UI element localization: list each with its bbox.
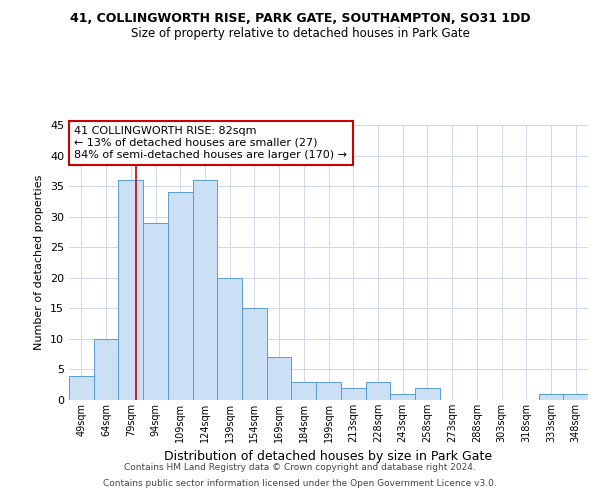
Bar: [316, 382, 341, 400]
Bar: [390, 394, 415, 400]
Y-axis label: Number of detached properties: Number of detached properties: [34, 175, 44, 350]
Bar: [69, 376, 94, 400]
Bar: [242, 308, 267, 400]
Text: Contains HM Land Registry data © Crown copyright and database right 2024.: Contains HM Land Registry data © Crown c…: [124, 464, 476, 472]
Text: 41 COLLINGWORTH RISE: 82sqm
← 13% of detached houses are smaller (27)
84% of sem: 41 COLLINGWORTH RISE: 82sqm ← 13% of det…: [74, 126, 347, 160]
Bar: [563, 394, 588, 400]
Bar: [539, 394, 563, 400]
X-axis label: Distribution of detached houses by size in Park Gate: Distribution of detached houses by size …: [164, 450, 493, 464]
Text: Size of property relative to detached houses in Park Gate: Size of property relative to detached ho…: [131, 28, 469, 40]
Bar: [267, 357, 292, 400]
Bar: [292, 382, 316, 400]
Text: 41, COLLINGWORTH RISE, PARK GATE, SOUTHAMPTON, SO31 1DD: 41, COLLINGWORTH RISE, PARK GATE, SOUTHA…: [70, 12, 530, 26]
Bar: [217, 278, 242, 400]
Bar: [365, 382, 390, 400]
Bar: [118, 180, 143, 400]
Bar: [415, 388, 440, 400]
Bar: [341, 388, 365, 400]
Bar: [94, 339, 118, 400]
Bar: [143, 223, 168, 400]
Bar: [168, 192, 193, 400]
Text: Contains public sector information licensed under the Open Government Licence v3: Contains public sector information licen…: [103, 478, 497, 488]
Bar: [193, 180, 217, 400]
